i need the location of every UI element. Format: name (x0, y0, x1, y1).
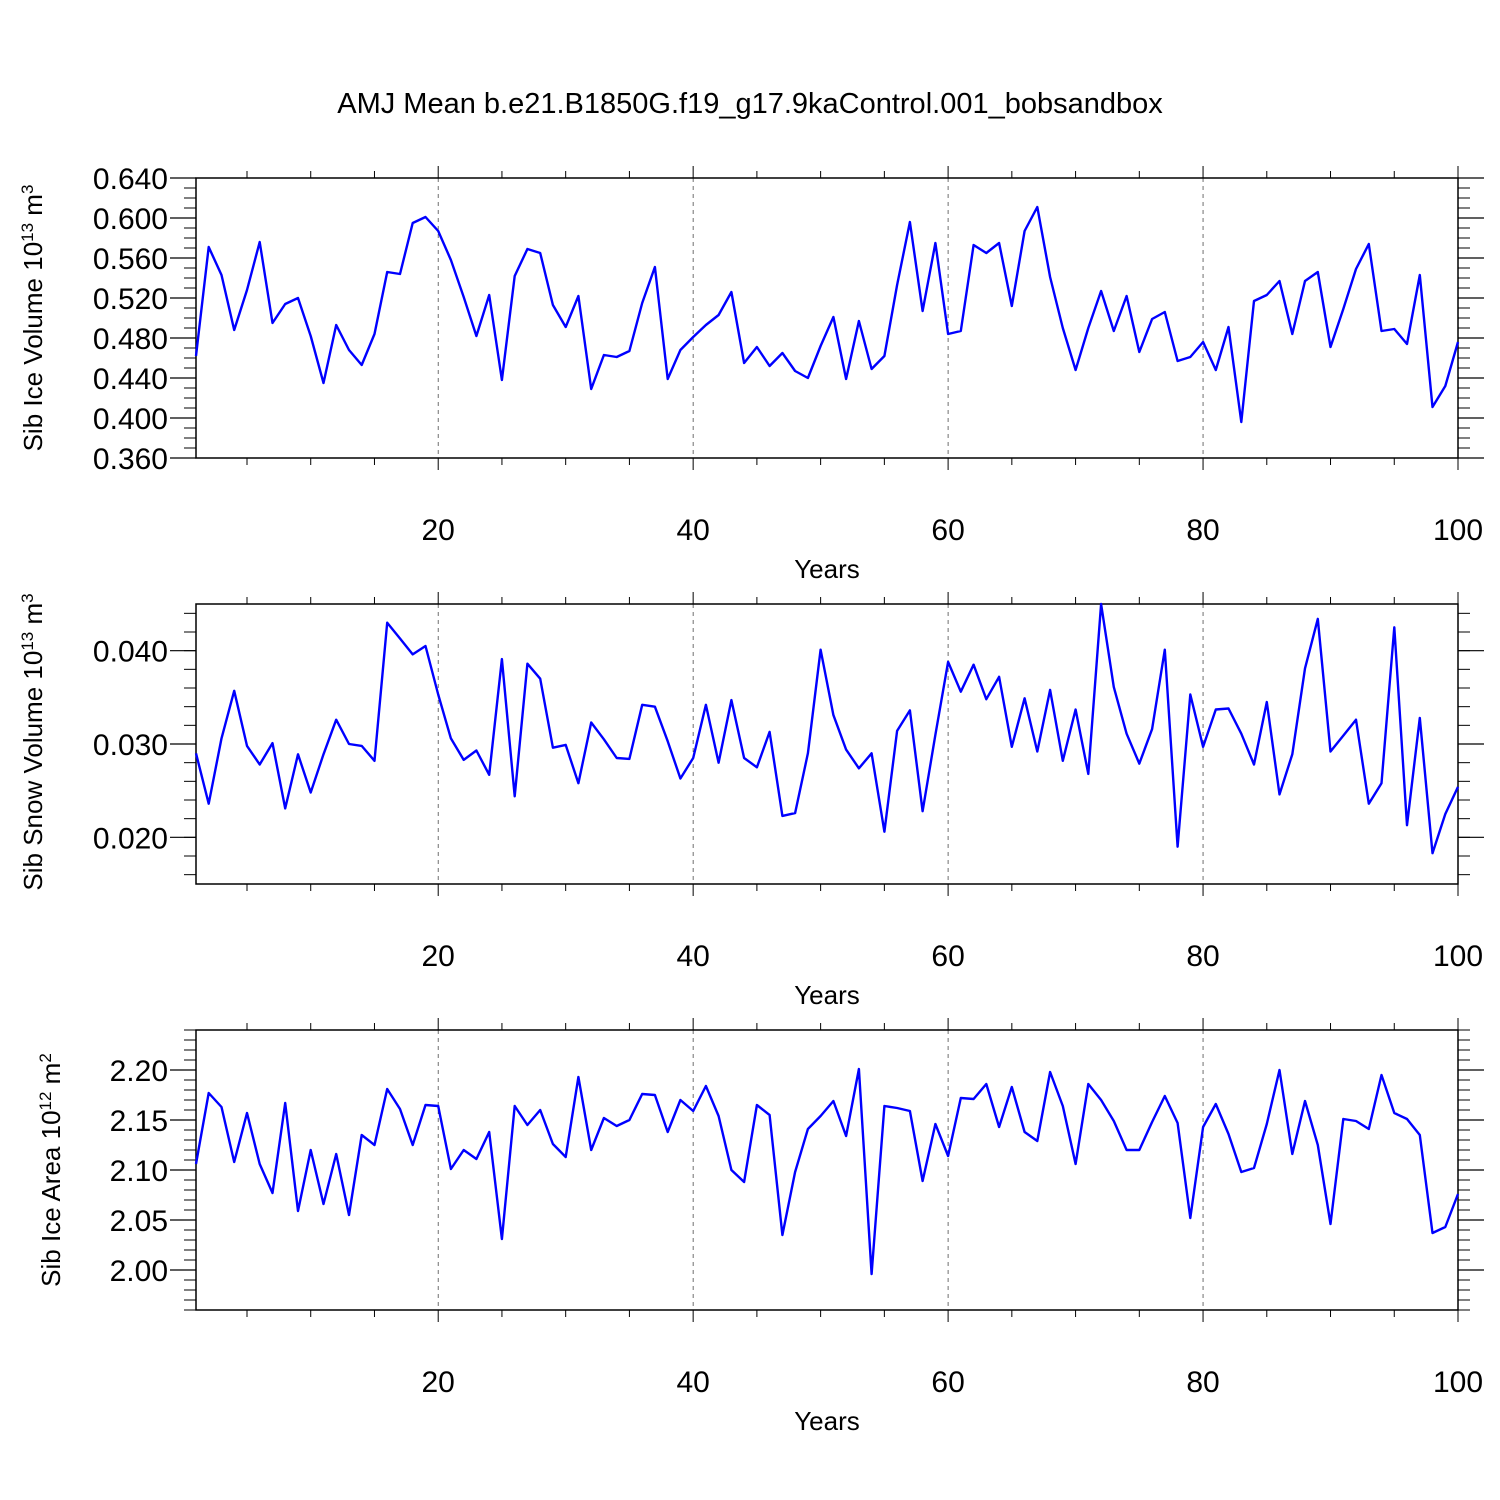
y-axis-label: Sib Ice Volume 1013 m3 (18, 185, 49, 452)
y-tick-label: 2.15 (110, 1105, 168, 1138)
y-tick-label: 2.10 (110, 1155, 168, 1188)
x-tick-label: 60 (931, 940, 964, 973)
figure-title: AMJ Mean b.e21.B1850G.f19_g17.9kaControl… (337, 88, 1163, 120)
x-axis-label: Years (794, 980, 860, 1010)
plot-frame-2 (195, 1029, 1459, 1311)
y-tick-label: 0.030 (93, 729, 168, 762)
plot-frame-0 (195, 177, 1459, 459)
x-tick-label: 20 (422, 940, 455, 973)
y-tick-label: 0.020 (93, 822, 168, 855)
x-tick-label: 60 (931, 514, 964, 547)
x-tick-label: 100 (1433, 1366, 1483, 1399)
x-tick-label: 100 (1433, 514, 1483, 547)
x-axis-label: Years (794, 1406, 860, 1436)
x-tick-label: 100 (1433, 940, 1483, 973)
y-tick-label: 2.05 (110, 1205, 168, 1238)
x-tick-label: 40 (676, 514, 709, 547)
y-tick-label: 0.560 (93, 243, 168, 276)
series-line-2 (194, 1067, 1460, 1276)
x-axis-label: Years (794, 554, 860, 584)
x-tick-label: 60 (931, 1366, 964, 1399)
y-tick-label: 0.440 (93, 363, 168, 396)
y-tick-label: 0.400 (93, 403, 168, 436)
x-tick-label: 40 (676, 1366, 709, 1399)
y-tick-label: 0.520 (93, 283, 168, 316)
y-tick-label: 2.20 (110, 1055, 168, 1088)
x-tick-label: 20 (422, 514, 455, 547)
x-tick-label: 40 (676, 940, 709, 973)
y-tick-label: 0.360 (93, 443, 168, 476)
y-tick-label: 0.640 (93, 163, 168, 196)
series-line-1 (194, 602, 1460, 855)
x-tick-label: 20 (422, 1366, 455, 1399)
x-tick-label: 80 (1186, 514, 1219, 547)
y-tick-label: 2.00 (110, 1255, 168, 1288)
series-line-0 (194, 205, 1460, 424)
y-axis-label: Sib Ice Area 1012 m2 (36, 1053, 67, 1287)
x-tick-label: 80 (1186, 940, 1219, 973)
y-axis-label: Sib Snow Volume 1013 m3 (18, 593, 49, 890)
y-tick-label: 0.600 (93, 203, 168, 236)
y-tick-label: 0.040 (93, 636, 168, 669)
x-tick-label: 80 (1186, 1366, 1219, 1399)
y-tick-label: 0.480 (93, 323, 168, 356)
